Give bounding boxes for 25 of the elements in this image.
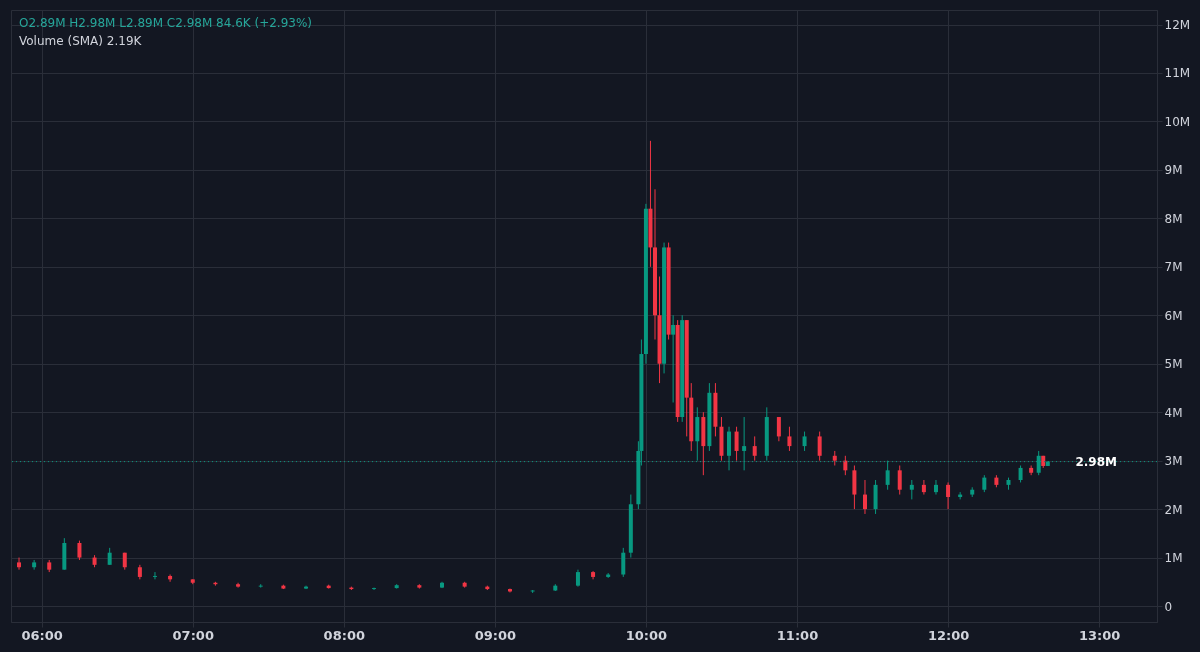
y-tick-label: 11M [1164,66,1191,81]
y-tick-label: 7M [1164,260,1183,275]
x-tick-label: 11:00 [776,627,819,643]
y-tick-label: 2M [1164,502,1183,517]
y-tick-label: 3M [1164,454,1183,469]
annotation: O2.89M H2.98M L2.89M C2.98M 84.6K (+2.93%) [19,16,313,30]
y-tick-label: 8M [1164,211,1183,226]
x-tick-label: 09:00 [474,627,517,643]
x-tick-label: 08:00 [323,627,365,643]
x-tick-label: 10:00 [625,627,668,643]
y-tick-label: 9M [1164,163,1183,178]
x-tick-label: 12:00 [927,627,970,643]
candlestick [417,583,422,590]
y-tick-label: 10M [1164,114,1191,129]
y-tick-label: 6M [1164,308,1183,323]
y-tick-label: 0 [1164,599,1173,614]
x-tick-label: 07:00 [172,627,214,643]
x-tick-label: 13:00 [1078,627,1121,643]
y-tick-label: 12M [1164,18,1191,33]
annotation: Volume (SMA) 2.19K [19,34,143,48]
x-tick-label: 06:00 [21,627,63,643]
y-tick-label: 1M [1164,551,1183,566]
ref-line-label: 2.98M [1075,454,1117,469]
y-tick-label: 4M [1164,405,1183,420]
y-tick-label: 5M [1164,357,1183,372]
